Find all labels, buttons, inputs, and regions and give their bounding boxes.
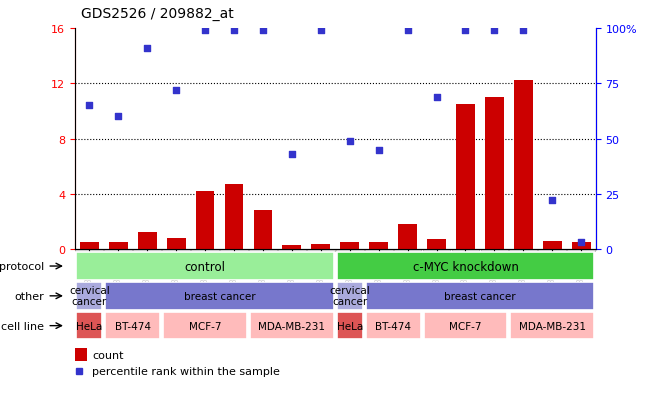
Bar: [138, 233, 157, 249]
Point: [113, 114, 124, 121]
FancyBboxPatch shape: [162, 249, 190, 252]
Text: BT-474: BT-474: [375, 321, 411, 331]
Point: [576, 240, 587, 246]
FancyBboxPatch shape: [510, 312, 594, 339]
Text: control: control: [185, 260, 225, 273]
Text: breast cancer: breast cancer: [444, 291, 516, 301]
FancyBboxPatch shape: [366, 312, 421, 339]
FancyBboxPatch shape: [337, 312, 363, 339]
Text: MCF-7: MCF-7: [449, 321, 482, 331]
Bar: [485, 98, 504, 249]
Point: [229, 28, 239, 34]
Point: [142, 45, 152, 52]
FancyBboxPatch shape: [191, 249, 219, 252]
Bar: [80, 242, 99, 249]
Bar: [543, 241, 562, 249]
FancyBboxPatch shape: [250, 312, 334, 339]
FancyBboxPatch shape: [422, 249, 450, 252]
Bar: [340, 242, 359, 249]
Text: c-MYC knockdown: c-MYC knockdown: [413, 260, 518, 273]
Bar: [427, 240, 446, 249]
Bar: [109, 242, 128, 249]
FancyBboxPatch shape: [76, 312, 102, 339]
Point: [171, 88, 182, 94]
Point: [374, 147, 384, 154]
Text: other: other: [15, 291, 44, 301]
Bar: [456, 105, 475, 249]
Text: protocol: protocol: [0, 261, 44, 271]
Text: cervical
cancer: cervical cancer: [69, 286, 110, 306]
FancyBboxPatch shape: [510, 249, 537, 252]
Text: cell line: cell line: [1, 321, 44, 331]
FancyBboxPatch shape: [366, 282, 594, 310]
Point: [316, 28, 326, 34]
FancyBboxPatch shape: [220, 249, 248, 252]
Text: MCF-7: MCF-7: [189, 321, 221, 331]
FancyBboxPatch shape: [307, 249, 335, 252]
Text: HeLa: HeLa: [337, 321, 363, 331]
Text: cervical
cancer: cervical cancer: [329, 286, 370, 306]
FancyBboxPatch shape: [249, 249, 277, 252]
Point: [460, 28, 471, 34]
Bar: [167, 238, 186, 249]
Text: percentile rank within the sample: percentile rank within the sample: [92, 366, 281, 376]
Text: BT-474: BT-474: [115, 321, 151, 331]
Bar: [283, 245, 301, 249]
Text: breast cancer: breast cancer: [184, 291, 255, 301]
FancyBboxPatch shape: [105, 282, 334, 310]
FancyBboxPatch shape: [365, 249, 393, 252]
FancyBboxPatch shape: [567, 249, 595, 252]
Text: HeLa: HeLa: [76, 321, 102, 331]
FancyBboxPatch shape: [76, 253, 334, 280]
FancyBboxPatch shape: [337, 253, 594, 280]
Point: [344, 138, 355, 145]
Point: [547, 198, 557, 204]
Point: [200, 28, 210, 34]
FancyBboxPatch shape: [336, 249, 364, 252]
Point: [489, 28, 499, 34]
FancyBboxPatch shape: [452, 249, 479, 252]
Text: MDA-MB-231: MDA-MB-231: [519, 321, 586, 331]
Bar: [311, 244, 330, 249]
Bar: [369, 242, 388, 249]
Text: GDS2526 / 209882_at: GDS2526 / 209882_at: [81, 7, 234, 21]
FancyBboxPatch shape: [76, 249, 104, 252]
FancyBboxPatch shape: [133, 249, 161, 252]
Point: [258, 28, 268, 34]
Point: [286, 151, 297, 158]
FancyBboxPatch shape: [394, 249, 421, 252]
FancyBboxPatch shape: [278, 249, 306, 252]
FancyBboxPatch shape: [337, 282, 363, 310]
FancyBboxPatch shape: [538, 249, 566, 252]
FancyBboxPatch shape: [76, 282, 102, 310]
Point: [84, 103, 94, 109]
Bar: [75, 349, 87, 361]
Bar: [253, 211, 272, 249]
FancyBboxPatch shape: [480, 249, 508, 252]
Bar: [572, 242, 590, 249]
Text: count: count: [92, 350, 124, 360]
Bar: [225, 185, 243, 249]
FancyBboxPatch shape: [105, 312, 160, 339]
Point: [518, 28, 529, 34]
FancyBboxPatch shape: [104, 249, 132, 252]
Text: MDA-MB-231: MDA-MB-231: [258, 321, 326, 331]
Point: [432, 94, 442, 101]
Bar: [196, 192, 214, 249]
FancyBboxPatch shape: [424, 312, 507, 339]
Bar: [514, 81, 533, 249]
FancyBboxPatch shape: [163, 312, 247, 339]
Bar: [398, 225, 417, 249]
Point: [402, 28, 413, 34]
